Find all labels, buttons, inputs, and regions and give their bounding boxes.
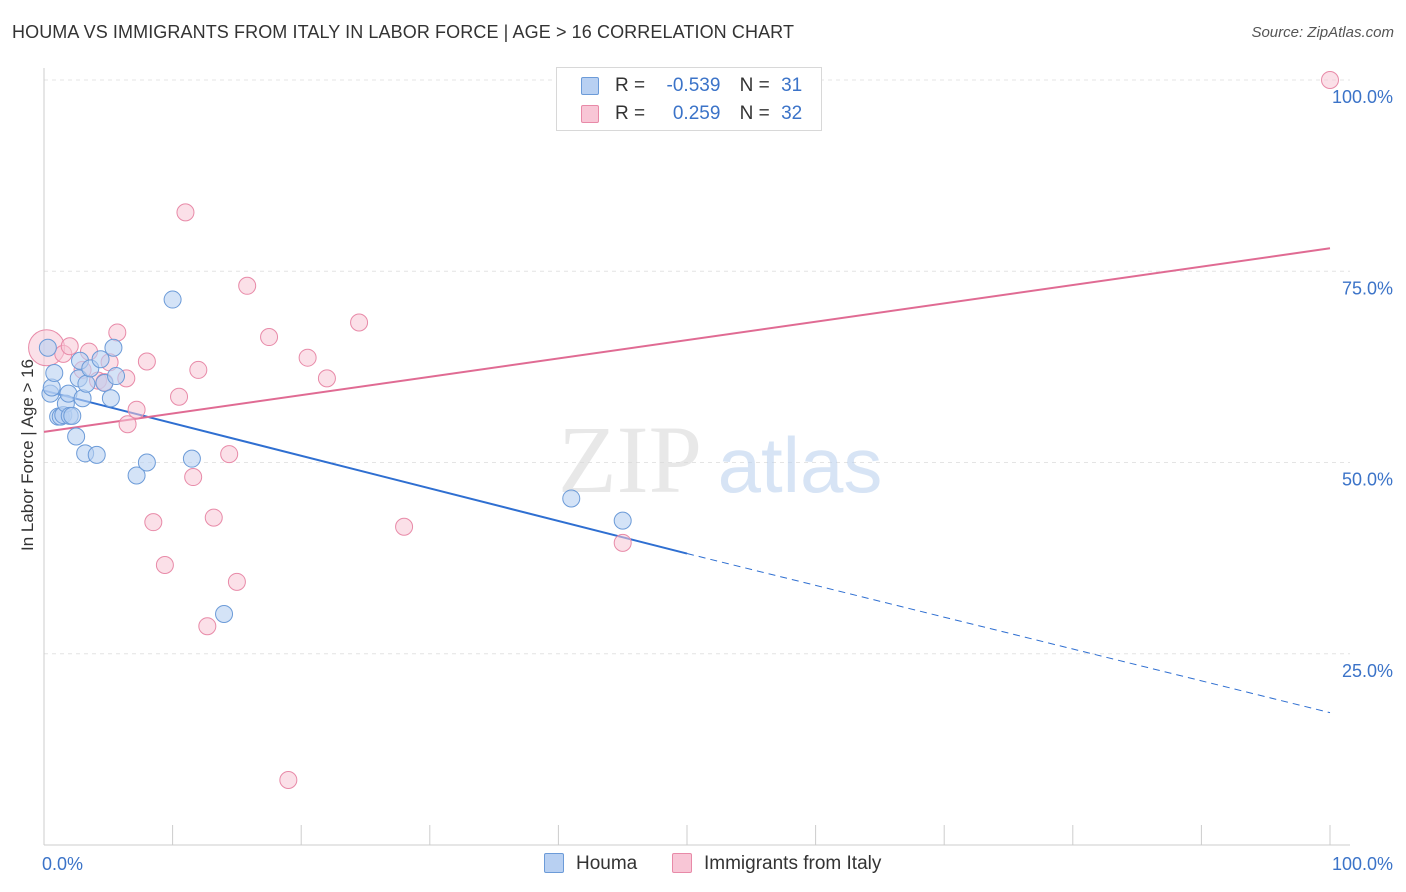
point-italy [279,770,298,789]
point-italy [1321,71,1339,89]
x-tick-label-0: 0.0% [42,854,83,874]
point-italy [198,617,217,636]
x-tick-label-100: 100.0% [1332,854,1393,874]
point-italy [227,572,246,591]
point-italy [127,400,146,419]
point-italy [613,533,632,552]
point-italy [118,415,137,434]
chart-title: HOUMA VS IMMIGRANTS FROM ITALY IN LABOR … [12,22,795,42]
point-italy [108,323,127,342]
axes [43,68,1350,846]
legend-houma-r-value: -0.539 [666,75,721,96]
point-italy [60,337,79,356]
stats-legend: R = -0.539 N = 31 R = 0.259 N = 32 [556,67,822,131]
legend-italy-n-label: N = [739,103,770,124]
point-italy [298,348,317,367]
point-houma [163,290,182,309]
point-houma [63,406,82,425]
point-houma [107,367,126,386]
bottom-legend-label-houma: Houma [576,853,638,874]
legend-houma-n-label: N = [739,75,770,96]
y-tick-label-25: 25.0% [1342,661,1393,681]
point-houma [104,338,123,357]
y-tick-label-75: 75.0% [1342,278,1393,298]
legend-houma-n-value: 31 [781,75,803,96]
data-points [28,71,1339,789]
point-italy [189,360,208,379]
point-italy [176,203,195,222]
tick-labels: 25.0% 50.0% 75.0% 100.0% 0.0% 100.0% [42,87,1393,874]
point-houma [127,466,146,485]
point-italy [184,468,203,487]
trendline-italy [43,247,1331,433]
point-italy [260,328,279,347]
point-houma [91,350,110,369]
trendline-houma-extension [686,553,1331,714]
watermark-zip: ZIP [558,406,702,513]
grid-lines [44,79,1350,655]
point-italy [350,313,369,332]
point-houma [101,389,120,408]
point-italy [137,352,156,371]
point-italy [170,387,189,406]
legend-swatch-houma [581,77,599,95]
legend-italy-n-value: 32 [781,103,803,124]
point-houma [215,604,234,623]
source-label: Source: ZipAtlas.com [1251,24,1394,41]
watermark: ZIP atlas [558,406,882,513]
trendlines [43,247,1331,714]
point-italy [220,445,239,464]
point-italy [144,513,163,532]
point-houma [38,338,57,357]
point-italy [317,369,336,388]
point-houma [45,363,64,382]
watermark-atlas: atlas [718,421,883,509]
point-italy [395,517,414,536]
point-houma [613,511,632,530]
legend-swatch-italy [581,105,599,123]
point-houma [562,489,581,508]
point-houma [77,374,96,393]
point-italy [204,508,223,527]
legend-italy-r-value: 0.259 [672,103,721,124]
bottom-legend-label-italy: Immigrants from Italy [704,853,882,874]
point-houma [87,445,106,464]
point-houma [137,453,156,472]
bottom-legend-swatch-houma [544,853,564,873]
point-houma [182,449,201,468]
trendline-houma [43,389,688,555]
bottom-legend-swatch-italy [672,853,692,873]
y-tick-label-50: 50.0% [1342,470,1393,490]
point-italy [155,556,174,575]
y-tick-label-100: 100.0% [1332,87,1393,107]
legend-italy-r-label: R = [615,103,646,124]
point-italy [238,276,257,295]
point-houma [67,427,86,446]
legend-houma-r-label: R = [615,75,646,96]
